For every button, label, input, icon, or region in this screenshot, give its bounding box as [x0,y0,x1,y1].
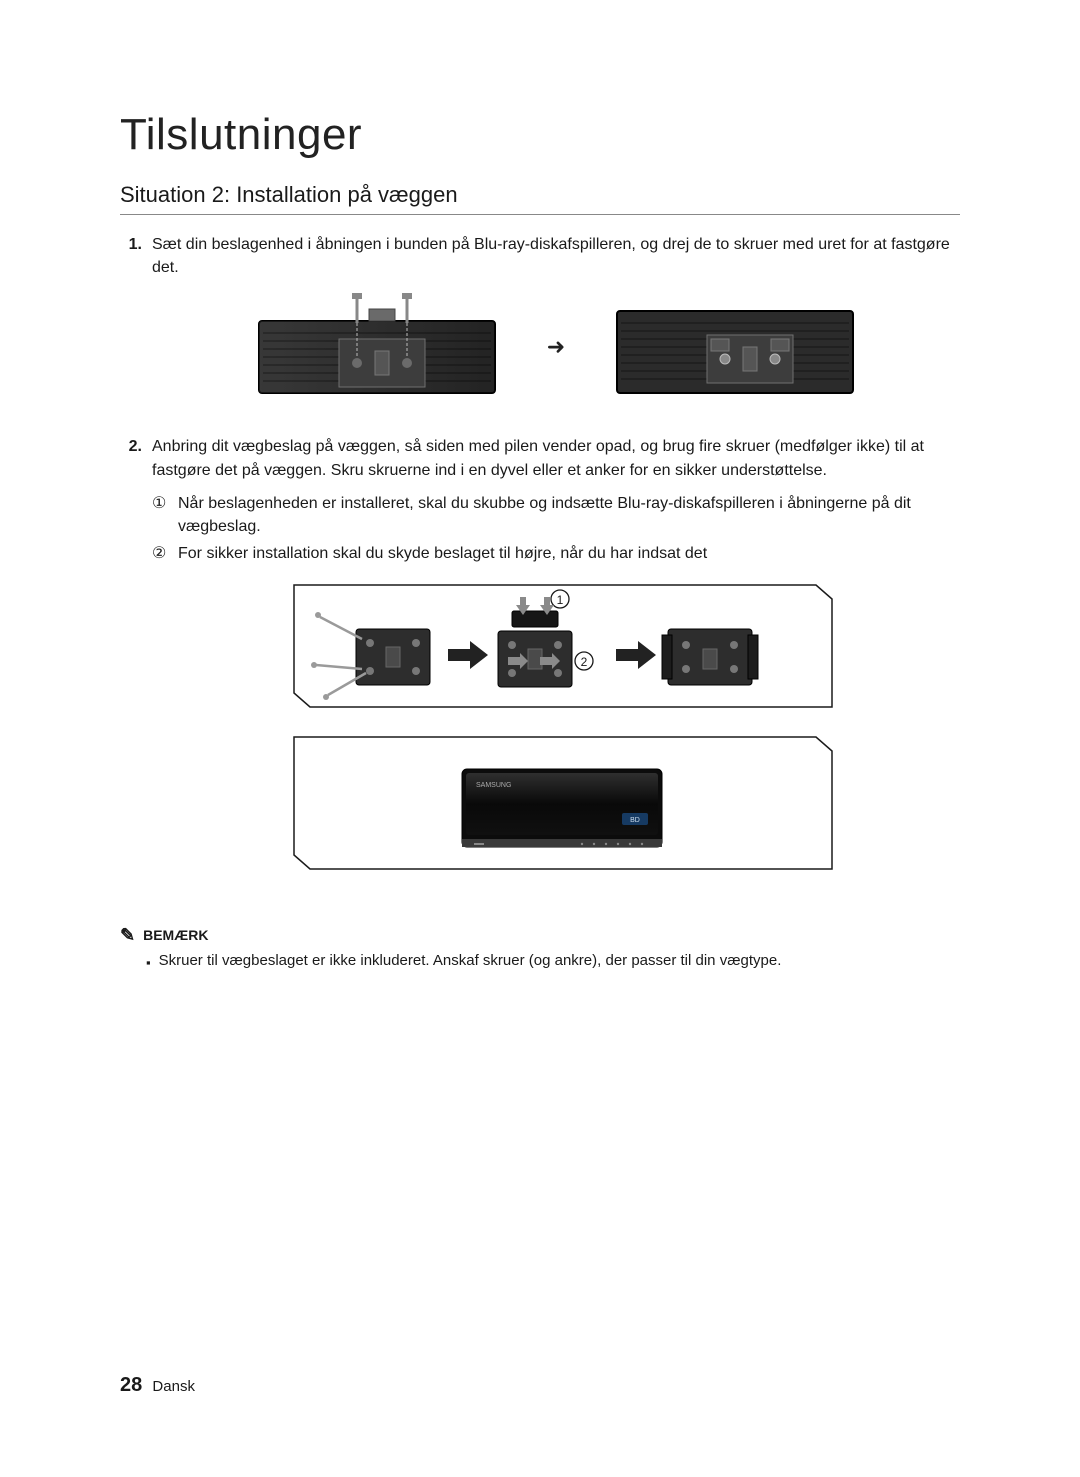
step-1: 1. Sæt din beslagenhed i åbningen i bund… [120,233,960,425]
step-2-sub-2: ② For sikker installation skal du skyde … [152,542,960,565]
arrow-icon: ➜ [547,331,565,363]
section-title: Situation 2: Installation på væggen [120,182,960,208]
page-title: Tilslutninger [120,110,960,160]
note-heading: ✎ BEMÆRK [120,925,960,946]
step-2-text: Anbring dit vægbeslag på væggen, så side… [152,438,924,478]
svg-text:2: 2 [581,655,588,669]
note-icon: ✎ [120,925,135,946]
bullet-icon: ▪ [146,952,151,974]
svg-text:BD: BD [630,817,640,824]
wall-mount-diagram: 1 [276,577,836,884]
step-2-sub-2-text: For sikker installation skal du skyde be… [178,542,707,565]
page-footer: 28 Dansk [120,1374,195,1397]
manual-page: Tilslutninger Situation 2: Installation … [0,0,1080,1477]
step-1-body: Sæt din beslagenhed i åbningen i bunden … [152,233,960,425]
step-2: 2. Anbring dit vægbeslag på væggen, så s… [120,435,960,914]
section-title-rule: Situation 2: Installation på væggen [120,182,960,215]
steps-list: 1. Sæt din beslagenhed i åbningen i bund… [120,233,960,915]
step-1-figures: ➜ [152,293,960,401]
step-2-sub-1: ① Når beslagenheden er installeret, skal… [152,492,960,538]
note-heading-text: BEMÆRK [143,927,208,943]
step-2-marker: 2. [120,435,142,914]
figure-device-right [615,293,855,401]
step-2-sublist: ① Når beslagenheden er installeret, skal… [152,492,960,566]
step-1-text: Sæt din beslagenhed i åbningen i bunden … [152,236,950,276]
figure-device-left [257,293,497,401]
note-text: Skruer til vægbeslaget er ikke inkludere… [159,952,782,974]
language-label: Dansk [152,1378,195,1395]
svg-text:1: 1 [557,593,564,607]
circled-1-icon: ① [152,492,170,538]
step-2-body: Anbring dit vægbeslag på væggen, så side… [152,435,960,914]
step-2-sub-1-text: Når beslagenheden er installeret, skal d… [178,492,960,538]
svg-text:SAMSUNG: SAMSUNG [476,782,511,789]
step-1-marker: 1. [120,233,142,425]
note-body: ▪ Skruer til vægbeslaget er ikke inklude… [146,952,960,974]
circled-2-icon: ② [152,542,170,565]
note-block: ✎ BEMÆRK ▪ Skruer til vægbeslaget er ikk… [120,925,960,974]
page-number: 28 [120,1374,142,1396]
